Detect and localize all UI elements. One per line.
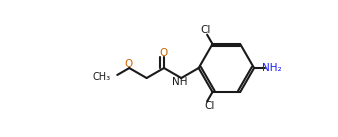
Text: Cl: Cl xyxy=(200,25,211,35)
Text: CH₃: CH₃ xyxy=(93,72,111,82)
Text: Cl: Cl xyxy=(204,101,215,111)
Text: NH: NH xyxy=(172,77,188,87)
Text: NH₂: NH₂ xyxy=(262,63,282,73)
Text: O: O xyxy=(160,48,168,58)
Text: O: O xyxy=(124,59,132,69)
